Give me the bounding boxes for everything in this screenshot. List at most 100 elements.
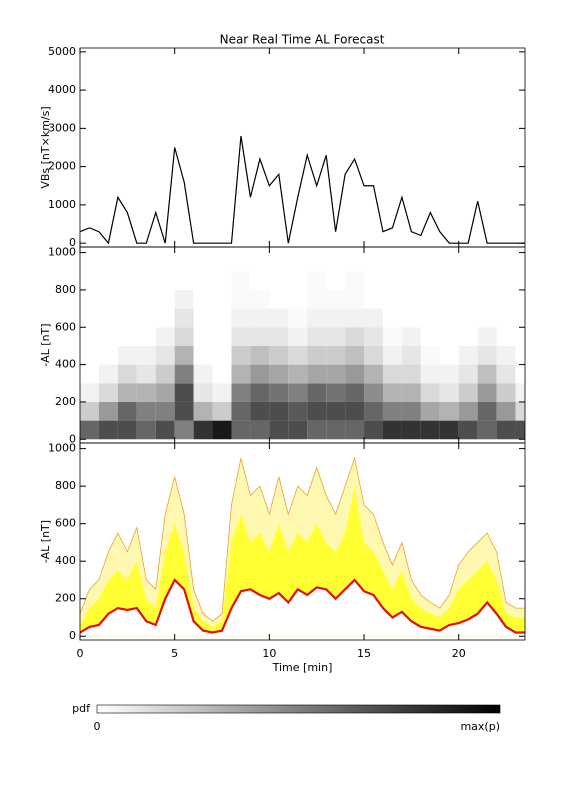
y-tick-label: 200 [55, 592, 76, 605]
pdf-cell [231, 420, 251, 440]
pdf-cell [98, 364, 118, 384]
y-tick-label: 400 [55, 554, 76, 567]
pdf-cell [439, 327, 459, 346]
pdf-cell [288, 327, 308, 346]
pdf-cell [80, 364, 99, 384]
y-tick-label: 600 [55, 320, 76, 333]
pdf-cell [212, 364, 232, 384]
pdf-cell [496, 289, 516, 309]
pdf-cell [382, 271, 402, 290]
pdf-cell [496, 420, 516, 440]
colorbar [96, 704, 501, 714]
pdf-cell [420, 383, 440, 402]
plot-area [80, 135, 525, 245]
pdf-cell [136, 345, 156, 365]
pdf-cell [382, 401, 402, 421]
pdf-cell [80, 420, 99, 440]
y-axis-label: -AL [nT] [39, 520, 52, 563]
pdf-cell [288, 308, 308, 328]
pdf-cell [250, 345, 270, 365]
pdf-cell [307, 252, 327, 272]
pdf-cell [231, 308, 251, 328]
colorbar-min: 0 [94, 720, 101, 733]
pdf-cell [496, 308, 516, 328]
pdf-cell [193, 420, 213, 440]
pdf-cell [496, 327, 516, 346]
pdf-cell [515, 327, 525, 346]
pdf-cell [288, 345, 308, 365]
pdf-cell [345, 252, 365, 272]
pdf-cell [458, 401, 478, 421]
pdf-cell [193, 383, 213, 402]
pdf-cell [231, 345, 251, 365]
pdf-cell [193, 345, 213, 365]
pdf-cell [269, 364, 289, 384]
pdf-cell [439, 364, 459, 384]
pdf-cell [345, 271, 365, 290]
pdf-cell [174, 252, 194, 272]
pdf-cell [98, 401, 118, 421]
pdf-cell [288, 420, 308, 440]
pdf-cell [269, 308, 289, 328]
x-tick-label: 10 [262, 647, 276, 660]
pdf-cell [212, 308, 232, 328]
pdf-cell [420, 345, 440, 365]
pdf-cell [136, 327, 156, 346]
pdf-cell [193, 289, 213, 309]
pdf-cell [496, 345, 516, 365]
pdf-cell [382, 327, 402, 346]
pdf-cell [288, 271, 308, 290]
pdf-cell [231, 289, 251, 309]
pdf-cell [477, 289, 497, 309]
pdf-cell [326, 289, 346, 309]
pdf-cell [458, 252, 478, 272]
pdf-cell [117, 271, 137, 290]
pdf-cell [458, 383, 478, 402]
pdf-cell [250, 252, 270, 272]
pdf-cell [326, 345, 346, 365]
y-tick-label: 800 [55, 479, 76, 492]
pdf-cell [364, 383, 383, 402]
pdf-cell [496, 252, 516, 272]
pdf-cell [250, 271, 270, 290]
pdf-cell [250, 383, 270, 402]
pdf-cell [345, 327, 365, 346]
pdf-cell [458, 327, 478, 346]
pdf-cell [269, 289, 289, 309]
pdf-cell [345, 420, 365, 440]
pdf-cell [307, 383, 327, 402]
pdf-cell [231, 271, 251, 290]
pdf-cell [155, 327, 175, 346]
y-tick-label: 1000 [48, 246, 76, 259]
pdf-cell [174, 327, 194, 346]
x-tick-label: 15 [357, 647, 371, 660]
pdf-cell [117, 401, 137, 421]
pdf-cell [458, 271, 478, 290]
pdf-cell [269, 271, 289, 290]
pdf-cell [307, 401, 327, 421]
pdf-cell [117, 289, 137, 309]
pdf-cell [250, 401, 270, 421]
pdf-cell [155, 364, 175, 384]
pdf-cell [515, 271, 525, 290]
pdf-cell [250, 308, 270, 328]
y-tick-label: 1000 [48, 442, 76, 455]
pdf-cell [155, 401, 175, 421]
pdf-cell [250, 364, 270, 384]
colorbar-label: pdf [72, 702, 91, 715]
pdf-cell [439, 401, 459, 421]
pdf-cell [136, 383, 156, 402]
pdf-cell [477, 271, 497, 290]
pdf-cell [420, 289, 440, 309]
pdf-cell [477, 327, 497, 346]
pdf-cell [477, 308, 497, 328]
pdf-cell [212, 271, 232, 290]
pdf-cell [136, 289, 156, 309]
pdf-cell [326, 383, 346, 402]
pdf-cell [117, 420, 137, 440]
pdf-cell [458, 289, 478, 309]
pdf-cell [420, 271, 440, 290]
pdf-cell [193, 364, 213, 384]
pdf-cell [155, 308, 175, 328]
pdf-cell [326, 271, 346, 290]
